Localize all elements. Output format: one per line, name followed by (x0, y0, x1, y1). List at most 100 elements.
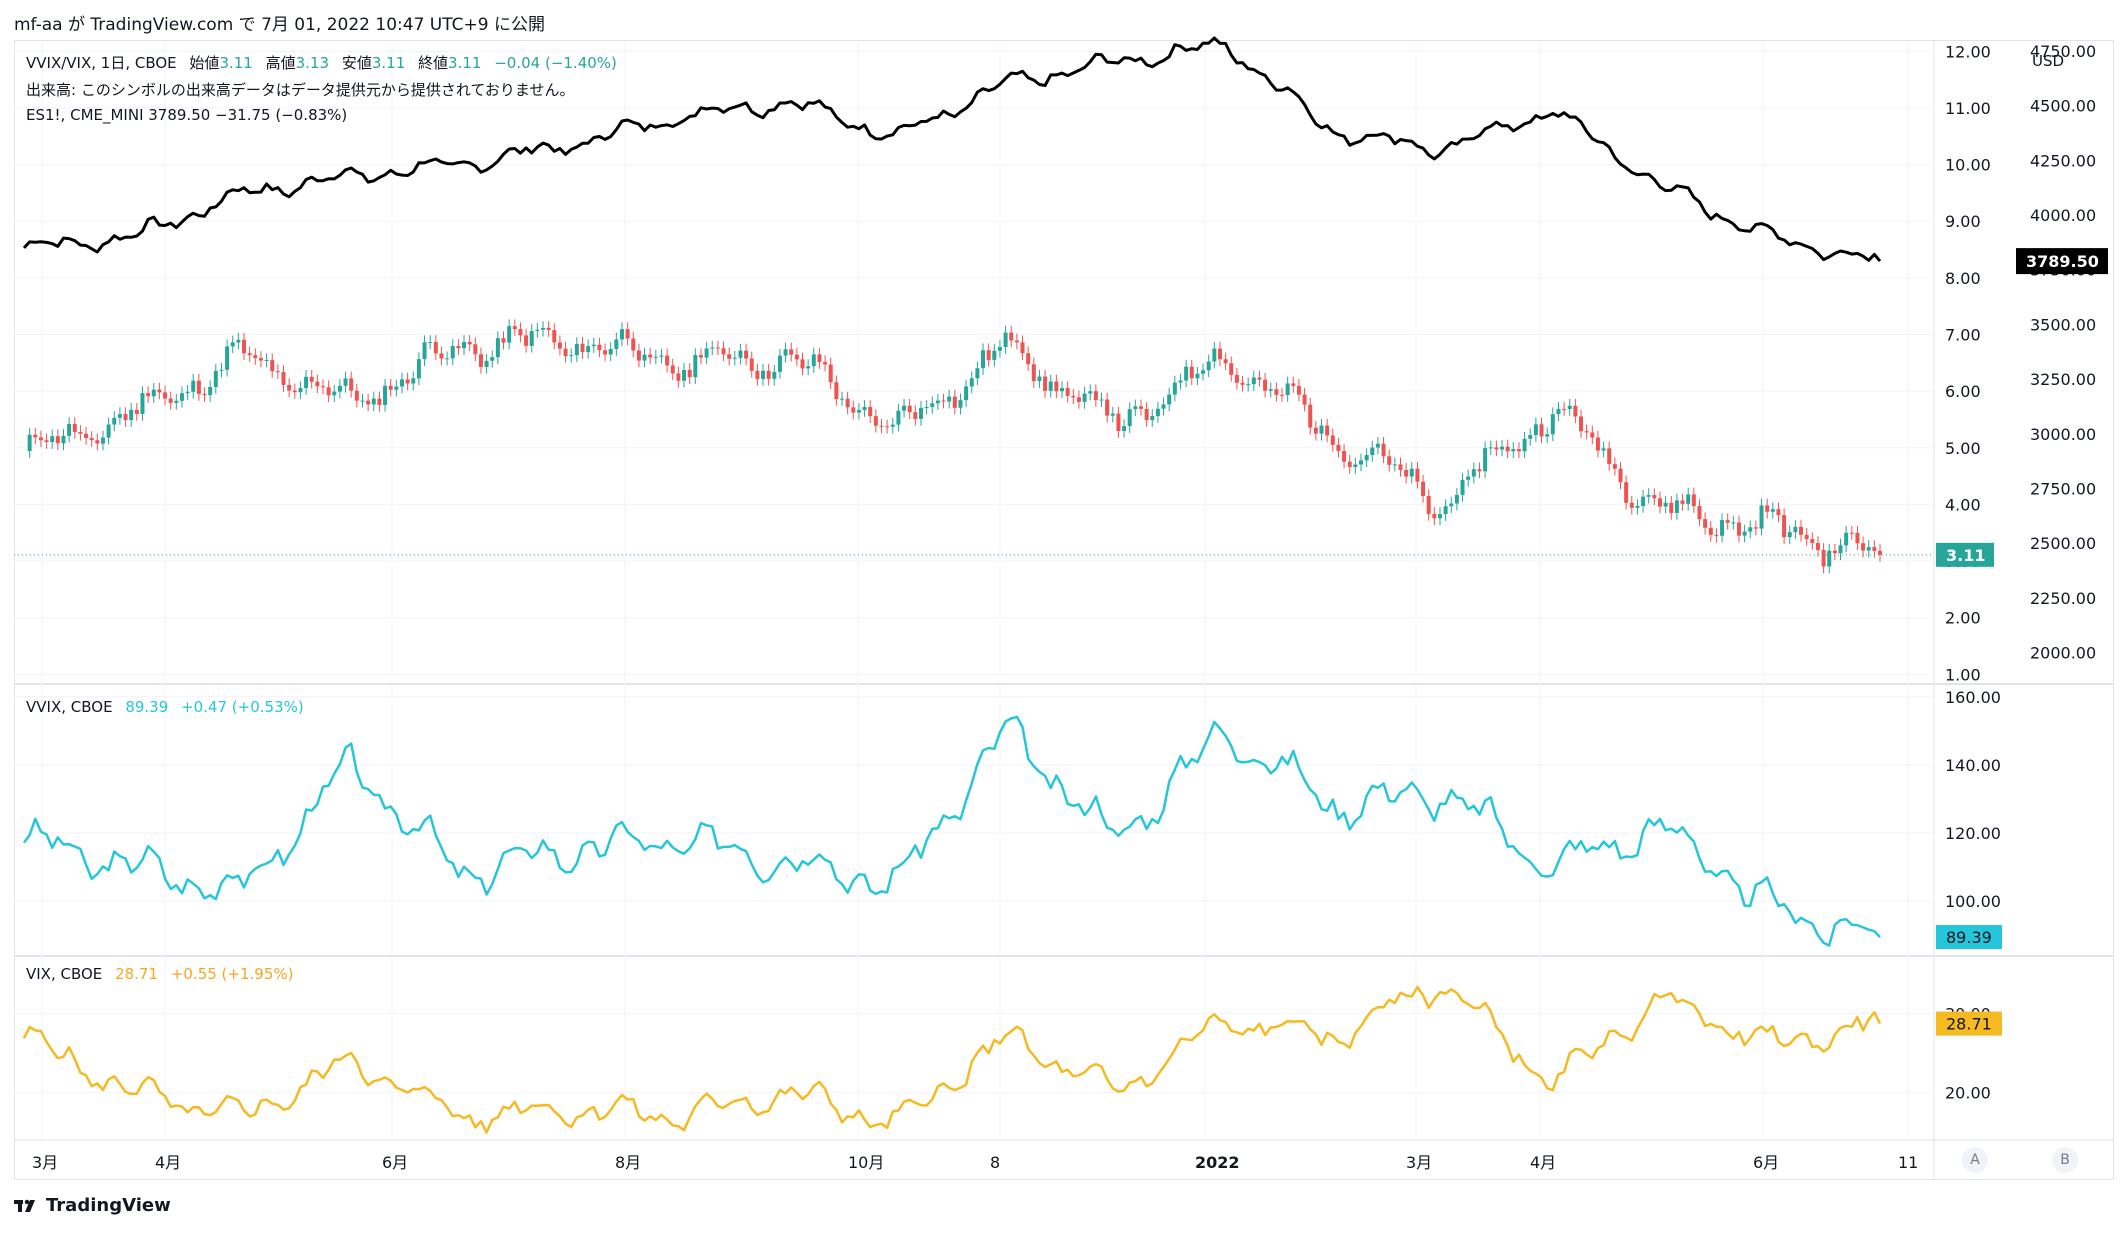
candle-body (1595, 437, 1600, 451)
candle-body (1201, 370, 1206, 374)
candle-body (907, 405, 912, 413)
candle-body (1511, 449, 1516, 452)
candle-body (1731, 522, 1736, 524)
candle-body (715, 347, 720, 349)
candle-body (1652, 495, 1657, 499)
vix-series-line (22, 985, 1882, 1134)
candle-body (72, 423, 77, 432)
candle-body (1657, 498, 1662, 507)
candle-body (732, 357, 737, 359)
candle-body (1234, 374, 1239, 383)
low-label: 安値 (341, 54, 372, 72)
candle-body (1347, 461, 1352, 467)
candle-body (377, 398, 382, 405)
change-value: −0.04 (−1.40%) (494, 54, 617, 72)
candle-body (997, 346, 1002, 351)
candle-body (1421, 481, 1426, 497)
candle-body (1387, 456, 1392, 465)
candle-body (1043, 376, 1048, 391)
candle-body (1144, 408, 1149, 421)
candle-body (687, 369, 692, 378)
candle-body (281, 372, 286, 385)
vvix-tick-label: 120.00 (1945, 824, 2001, 843)
x-tick-label: 4月 (1530, 1153, 1556, 1172)
vvix-tick-label: 140.00 (1945, 756, 2001, 775)
candle-body (1037, 376, 1042, 382)
candle-body (230, 342, 235, 347)
candle-body (354, 390, 359, 401)
candle-body (1223, 359, 1228, 364)
candle-body (698, 355, 703, 358)
candle-body (1799, 526, 1804, 535)
candle-body (174, 400, 179, 403)
ratio-last-label: 3.11 (1946, 546, 1985, 565)
es-legend: ES1!, CME_MINI 3789.50 −31.75 (−0.83%) (26, 106, 348, 124)
candle-body (1477, 469, 1482, 472)
x-tick-label: 6月 (1753, 1153, 1779, 1172)
candle-body (309, 376, 314, 382)
candle-body (1861, 543, 1866, 551)
candle-body (625, 329, 630, 339)
candle-body (151, 389, 156, 397)
candle-body (163, 392, 168, 399)
candle-body (1686, 494, 1691, 504)
candle-body (445, 358, 450, 360)
candle-body (783, 349, 788, 356)
candle-body (1110, 413, 1115, 416)
x-tick-label: 8 (990, 1153, 1000, 1172)
candle-body (1776, 509, 1781, 516)
candle-body (653, 356, 658, 358)
candle-body (1065, 388, 1070, 396)
candle-body (1138, 406, 1143, 409)
open-value: 3.11 (219, 54, 253, 72)
footer-brand: TradingView (14, 1195, 171, 1216)
candle-body (1048, 381, 1053, 391)
candle-body (1082, 393, 1087, 402)
b-button[interactable]: B (2052, 1147, 2078, 1173)
candle-body (1285, 383, 1290, 396)
candle-body (1505, 446, 1510, 452)
candle-body (478, 354, 483, 367)
candle-body (552, 330, 557, 343)
candle-body (1669, 502, 1674, 513)
candle-body (1432, 513, 1437, 519)
candle-body (473, 344, 478, 355)
candle-body (490, 357, 495, 361)
candle-body (456, 345, 461, 349)
candle-body (1494, 447, 1499, 450)
candle-body (1325, 425, 1330, 436)
vvix-last-label: 89.39 (1946, 928, 1992, 947)
candle-body (1680, 500, 1685, 504)
candle-body (27, 434, 32, 452)
candle-body (100, 437, 105, 444)
volume-note: 出来高: このシンボルの出来高データはデータ提供元から提供されておりません。 (26, 81, 575, 99)
candle-body (208, 387, 213, 396)
candle-body (1358, 460, 1363, 465)
candle-body (320, 386, 325, 388)
candle-body (1217, 348, 1222, 360)
es-last-badge (2016, 248, 2108, 275)
candle-body (33, 434, 38, 438)
candle-body (1172, 382, 1177, 395)
candle-body (851, 407, 856, 413)
es-last-label: 3789.50 (2026, 252, 2099, 271)
candle-body (1770, 509, 1775, 512)
candle-body (642, 354, 647, 361)
candle-body (1257, 377, 1262, 380)
candle-body (89, 437, 94, 441)
candle-body (986, 350, 991, 360)
candle-body (1528, 435, 1533, 439)
candle-body (1020, 342, 1025, 354)
candle-body (518, 329, 523, 336)
candle-body (546, 327, 551, 331)
ratio-tick-label: 1.00 (1945, 665, 1981, 684)
ratio-tick-label: 9.00 (1945, 212, 1981, 231)
candle-body (50, 436, 55, 443)
candle-body (191, 380, 196, 392)
candle-body (1590, 432, 1595, 438)
candle-body (1624, 482, 1629, 503)
candle-body (106, 424, 111, 438)
ratio-tick-label: 10.00 (1945, 156, 1991, 175)
candle-body (1251, 377, 1256, 385)
auto-scale-button[interactable]: A (1962, 1147, 1988, 1173)
